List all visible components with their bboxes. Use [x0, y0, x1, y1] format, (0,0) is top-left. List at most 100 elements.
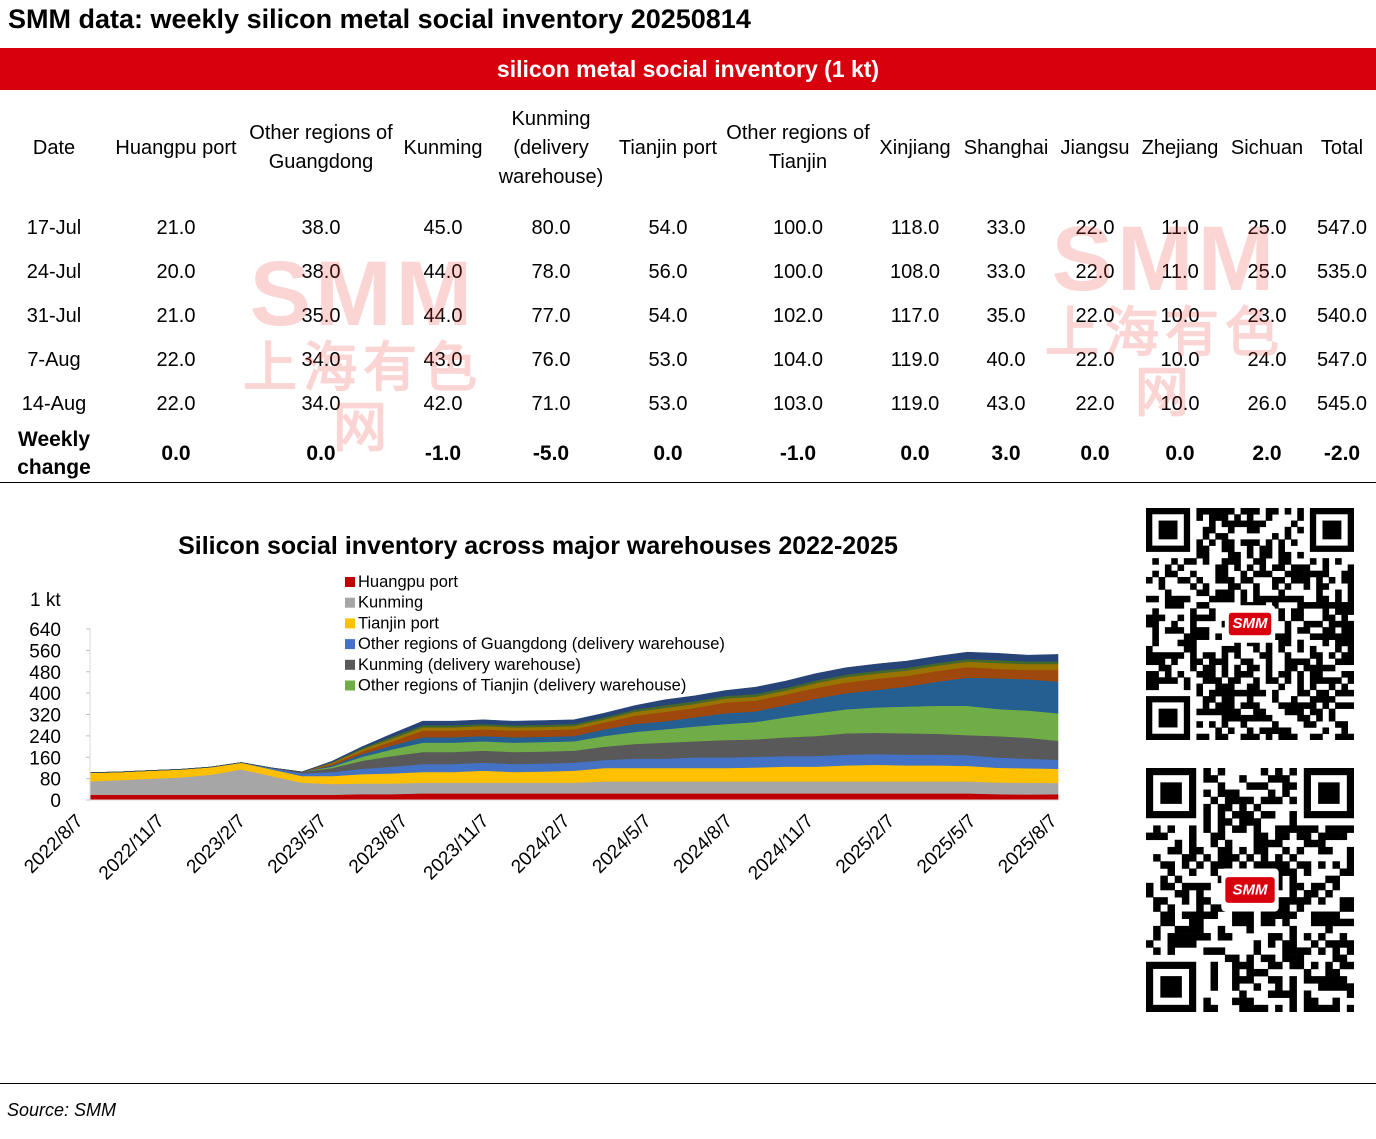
column-header: Huangpu port: [115, 136, 237, 159]
legend-swatch: [345, 659, 355, 670]
column-header: Shanghai: [963, 136, 1049, 159]
column-header: Other regions of Guangdong: [249, 122, 393, 173]
column-header: Tianjin port: [618, 136, 718, 159]
value-cell: 22.0: [156, 392, 196, 415]
column-header: Jiangsu: [1060, 136, 1130, 159]
legend-label: Huangpu port: [358, 573, 458, 591]
y-tick-label: 240: [29, 727, 61, 748]
value-cell: 53.0: [648, 348, 688, 371]
x-tick-label: 2024/11/7: [744, 811, 818, 885]
x-tick-label: 2024/8/7: [670, 811, 737, 878]
footer-divider: [0, 1083, 1376, 1084]
value-cell: 535.0: [1316, 260, 1368, 283]
value-cell: 53.0: [648, 392, 688, 415]
chart-title: Silicon social inventory across major wa…: [178, 532, 898, 560]
value-cell: 35.0: [301, 304, 341, 327]
column-header: Kunming (delivery warehouse): [498, 107, 604, 188]
value-cell: 540.0: [1316, 304, 1368, 327]
x-tick-label: 2024/2/7: [507, 811, 574, 878]
legend-swatch: [345, 680, 355, 691]
value-cell: 40.0: [986, 348, 1026, 371]
x-tick-label: 2025/5/7: [913, 811, 980, 878]
value-cell: 76.0: [531, 348, 571, 371]
value-cell: 56.0: [648, 260, 688, 283]
table-row: 7-Aug 22.0 34.0 43.0 76.0 53.0 104.0 119.0 40.0 2…: [0, 338, 1376, 382]
svg-text:SMM: SMM: [1233, 881, 1269, 898]
weekly-change-cell: 0.0: [1056, 426, 1134, 483]
value-cell: 43.0: [423, 348, 463, 371]
value-cell: 54.0: [648, 304, 688, 327]
legend-label: Tianjin port: [358, 614, 439, 632]
inventory-table: Date Huangpu port Other regions of Guangdo…: [0, 90, 1376, 483]
x-tick-label: 2022/8/7: [20, 811, 87, 878]
value-cell: 10.0: [1160, 304, 1200, 327]
value-cell: 102.0: [772, 304, 824, 327]
value-cell: 118.0: [890, 216, 940, 239]
value-cell: 108.0: [889, 260, 941, 283]
value-cell: 23.0: [1247, 304, 1287, 327]
weekly-change-cell: 0.0: [1134, 426, 1226, 483]
column-header: Sichuan: [1230, 136, 1304, 159]
y-tick-label: 160: [29, 748, 61, 769]
legend-swatch: [345, 577, 355, 587]
weekly-change-row: Weekly change 0.0 0.0 -1.0 -5.0 0.0 -1.0 0.0 3.0…: [0, 426, 1376, 483]
value-cell: 119.0: [890, 392, 940, 415]
legend-label: Other regions of Guangdong (delivery war…: [358, 635, 725, 653]
value-cell: 54.0: [648, 216, 688, 239]
value-cell: 34.0: [301, 392, 341, 415]
legend-label: Kunming (delivery warehouse): [358, 656, 581, 674]
value-cell: 22.0: [156, 348, 196, 371]
value-cell: 10.0: [1160, 348, 1200, 371]
date-cell: 17-Jul: [26, 216, 82, 239]
legend-label: Other regions of Tianjin (delivery wareh…: [358, 677, 686, 695]
value-cell: 44.0: [423, 304, 463, 327]
column-header: Date: [32, 136, 76, 159]
y-tick-label: 480: [29, 663, 61, 684]
table-row: 14-Aug 22.0 34.0 42.0 71.0 53.0 103.0 119.0 43.0…: [0, 382, 1376, 426]
value-cell: 22.0: [1075, 392, 1115, 415]
value-cell: 38.0: [301, 260, 341, 283]
value-cell: 100.0: [772, 260, 824, 283]
value-cell: 117.0: [890, 304, 940, 327]
legend-swatch: [345, 597, 355, 608]
value-cell: 547.0: [1316, 216, 1368, 239]
x-tick-label: 2025/2/7: [832, 811, 899, 878]
x-tick-label: 2023/5/7: [264, 811, 331, 878]
legend-label: Kunming: [358, 594, 423, 612]
value-cell: 45.0: [423, 216, 463, 239]
column-header: Zhejiang: [1141, 136, 1219, 159]
x-tick-label: 2023/11/7: [420, 811, 494, 885]
table-row: 31-Jul 21.0 35.0 44.0 77.0 54.0 102.0 117.0 35.0…: [0, 294, 1376, 338]
value-cell: 104.0: [772, 348, 824, 371]
x-tick-label: 2022/11/7: [95, 811, 169, 885]
qr-code-bottom[interactable]: SMM: [1146, 768, 1354, 1012]
value-cell: 22.0: [1075, 260, 1115, 283]
weekly-change-cell: 2.0: [1226, 426, 1308, 483]
weekly-change-label: Weekly change: [0, 426, 108, 483]
value-cell: 33.0: [986, 216, 1026, 239]
value-cell: 103.0: [772, 392, 824, 415]
qr-code-icon: SMM: [1146, 768, 1354, 1012]
y-tick-label: 560: [29, 641, 61, 662]
table-header-row: Date Huangpu port Other regions of Guangdo…: [0, 90, 1376, 206]
column-header: Kunming: [403, 136, 483, 159]
y-tick-label: 80: [40, 770, 61, 791]
x-tick-label: 2024/5/7: [589, 811, 656, 878]
weekly-change-cell: 3.0: [956, 426, 1056, 483]
weekly-change-cell: -2.0: [1308, 426, 1376, 483]
y-tick-label: 400: [29, 684, 61, 705]
value-cell: 42.0: [423, 392, 463, 415]
qr-code-icon: SMM: [1146, 508, 1354, 740]
value-cell: 10.0: [1160, 392, 1200, 415]
x-tick-label: 2023/8/7: [345, 811, 412, 878]
value-cell: 22.0: [1075, 348, 1115, 371]
value-cell: 20.0: [156, 260, 196, 283]
value-cell: 100.0: [772, 216, 824, 239]
qr-code-top[interactable]: SMM: [1146, 508, 1354, 740]
x-tick-label: 2025/8/7: [994, 811, 1061, 878]
value-cell: 35.0: [986, 304, 1026, 327]
weekly-change-cell: 0.0: [614, 426, 722, 483]
value-cell: 547.0: [1316, 348, 1368, 371]
date-cell: 24-Jul: [26, 260, 82, 283]
value-cell: 80.0: [531, 216, 571, 239]
